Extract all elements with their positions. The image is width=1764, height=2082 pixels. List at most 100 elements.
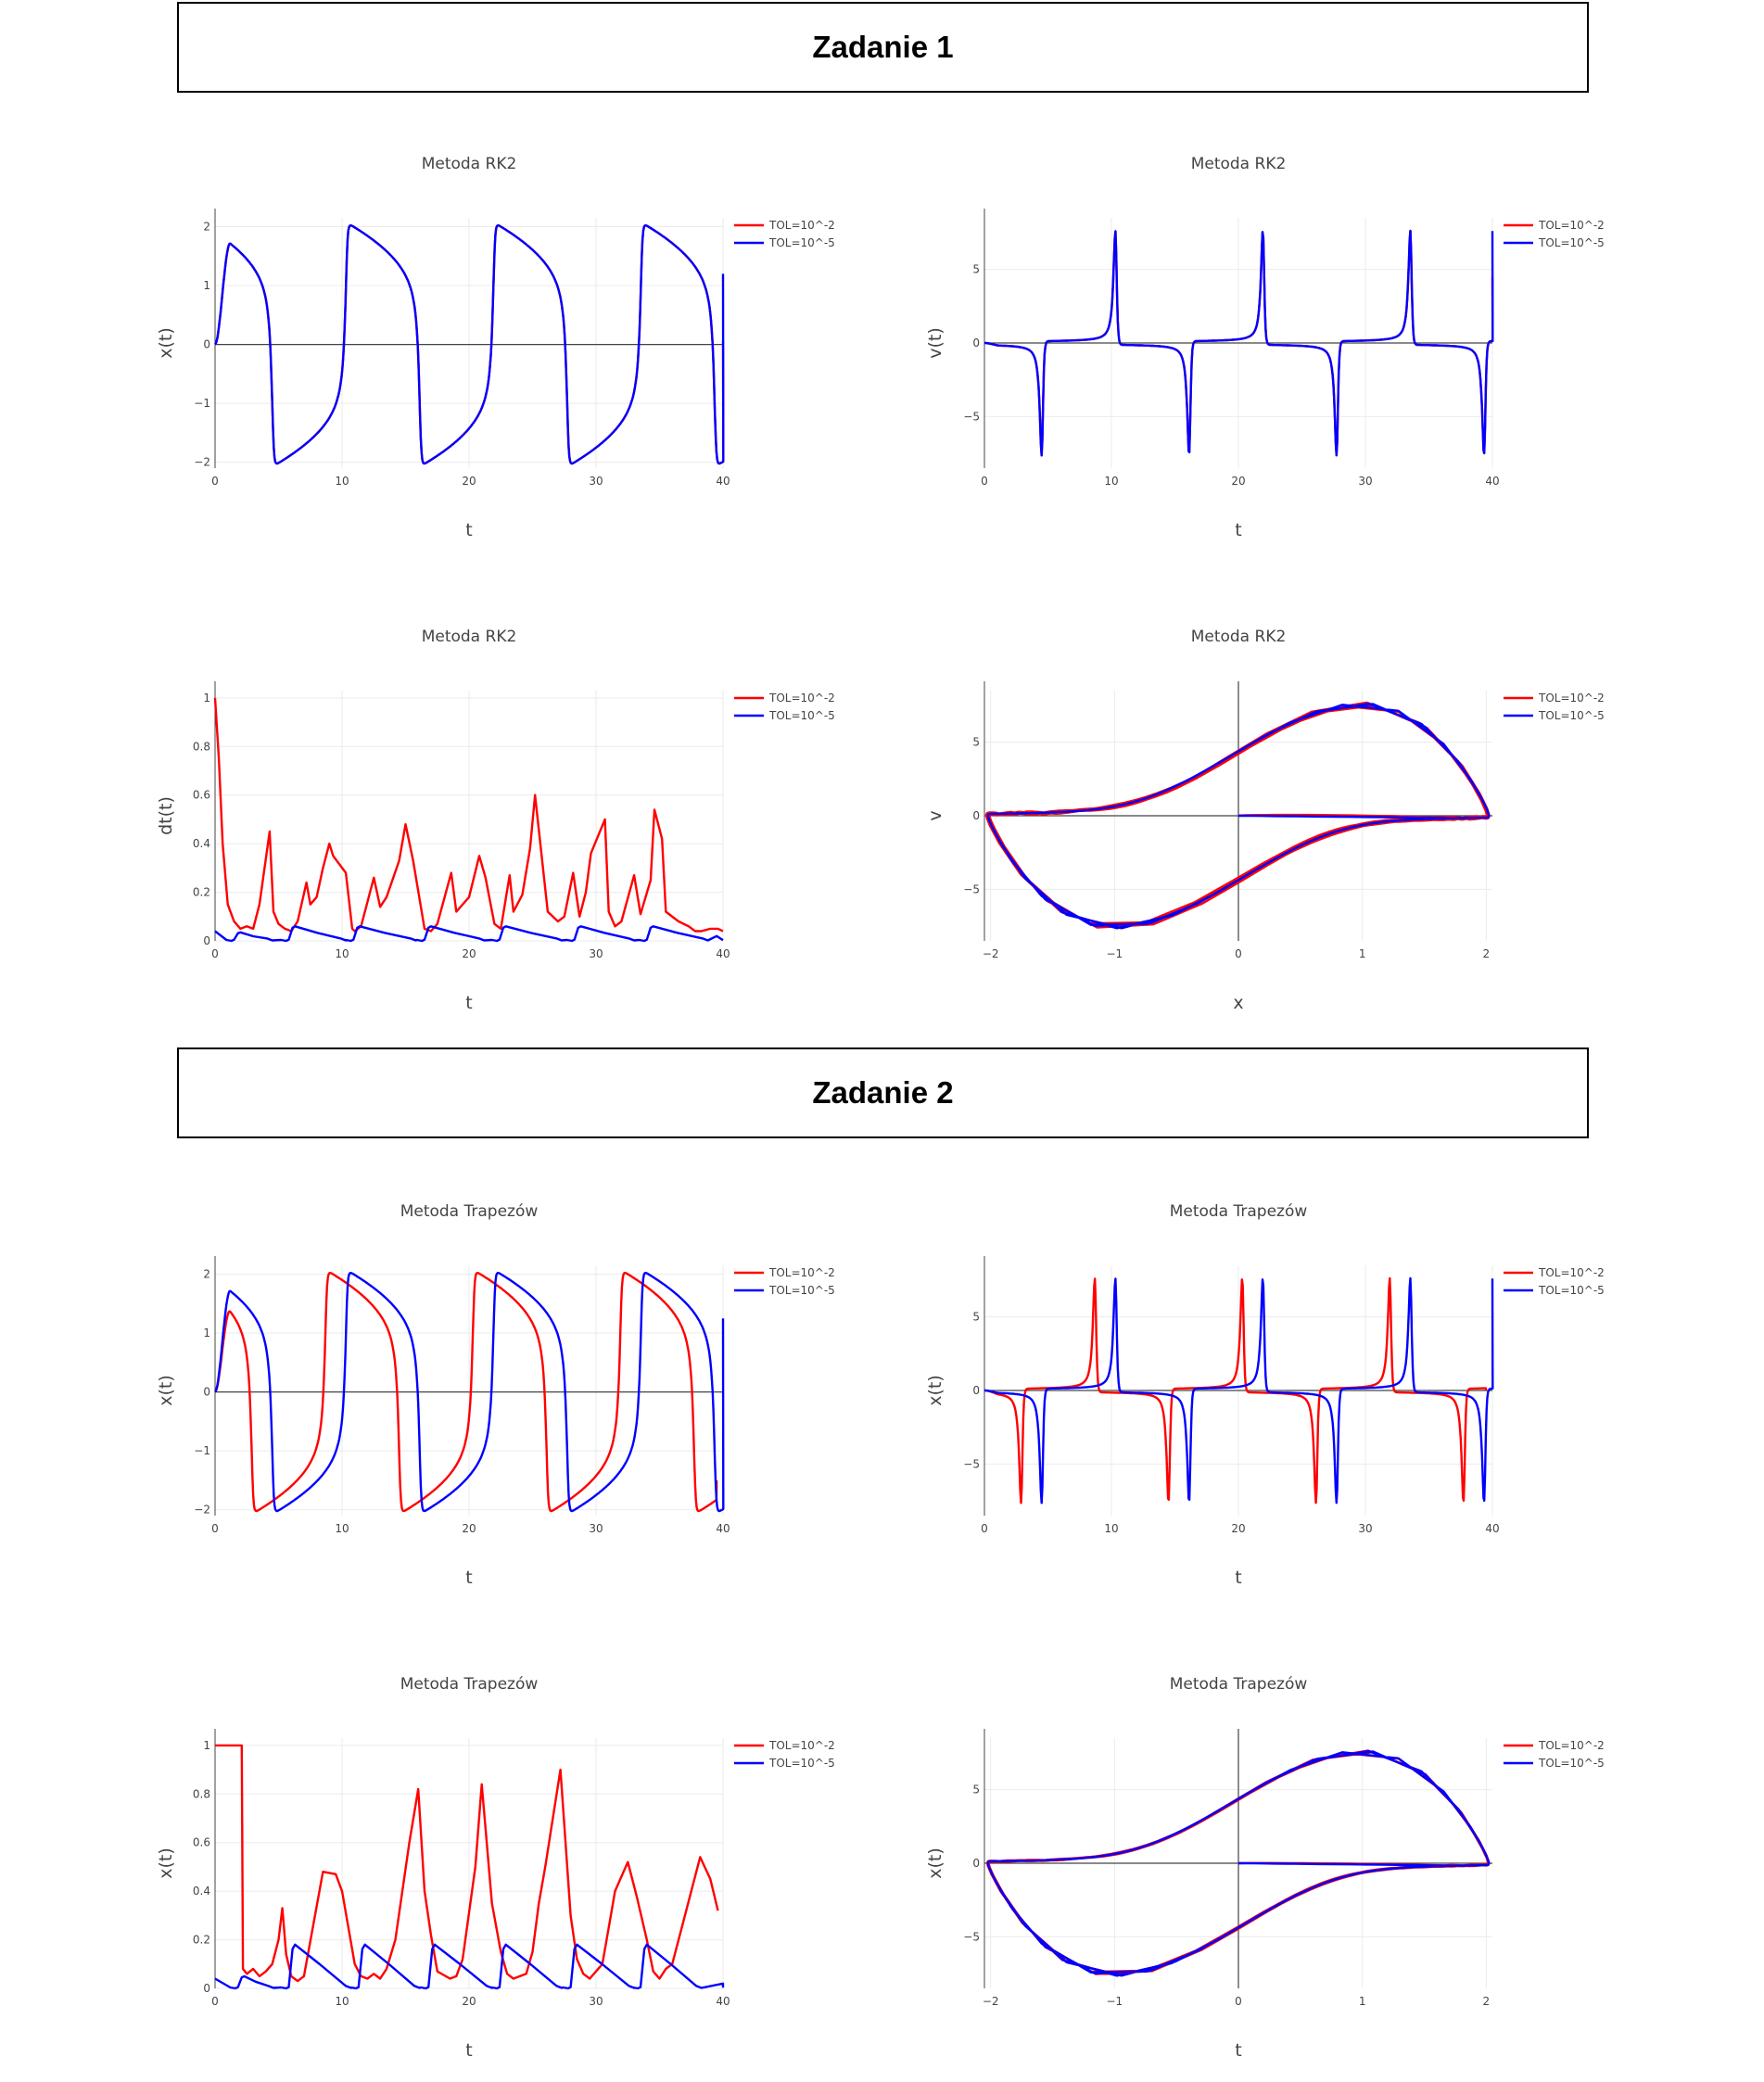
section-title-2: Zadanie 2: [812, 1075, 954, 1110]
series-line-2: [984, 229, 1494, 457]
x-axis-label: t: [465, 2040, 472, 2061]
section-banner-2: Zadanie 2: [177, 1047, 1589, 1138]
x-axis-label: t: [465, 993, 472, 1013]
legend-label: TOL=10^-2: [768, 692, 835, 705]
y-tick-label: −5: [963, 1930, 980, 1943]
x-tick-label: 10: [1104, 1522, 1118, 1535]
x-axis-label: t: [1235, 520, 1241, 540]
chart-title: Metoda Trapezów: [400, 1675, 539, 1694]
series-line-2: [986, 702, 1491, 930]
x-axis-label: x: [1233, 993, 1243, 1013]
chart-5: Metoda Trapezów 0 10 20 30 40 −2 −1 0 1 2 t x(t) TOL=…: [156, 1202, 835, 1588]
legend-label: TOL=10^-5: [768, 1757, 835, 1770]
x-tick-label: 0: [981, 475, 988, 488]
chart-title: Metoda RK2: [1191, 628, 1287, 646]
y-tick-label: −5: [963, 410, 980, 423]
series-line-1: [215, 1744, 719, 1983]
y-tick-label: 0: [972, 1384, 980, 1397]
x-tick-label: 0: [1235, 1995, 1242, 2008]
y-tick-label: −5: [963, 882, 980, 895]
y-tick-label: 1: [203, 692, 210, 705]
y-tick-label: 2: [203, 221, 210, 234]
legend-label: TOL=10^-5: [768, 236, 835, 249]
x-tick-label: 10: [335, 1995, 349, 2008]
chart-1: Metoda RK2 0 10 20 30 40 −2 −1 0 1 2 t x(t) TOL=10^-2…: [156, 155, 835, 540]
legend-label: TOL=10^-2: [768, 1266, 835, 1279]
x-tick-label: 0: [211, 1522, 219, 1535]
chart-2: Metoda RK2 0 10 20 30 40 −5 0 5 t v(t) TOL=10^-2 TOL…: [925, 155, 1605, 540]
x-axis-label: t: [1235, 2040, 1241, 2061]
y-tick-label: 0.4: [193, 837, 210, 850]
legend-label: TOL=10^-5: [1538, 1284, 1605, 1297]
x-tick-label: 0: [211, 475, 219, 488]
legend-label: TOL=10^-2: [768, 1739, 835, 1752]
y-tick-label: 2: [203, 1268, 210, 1281]
x-tick-label: −2: [983, 1995, 999, 2008]
series-line-2: [214, 224, 725, 465]
series-line-2: [214, 925, 724, 943]
x-tick-label: 30: [1358, 475, 1372, 488]
x-tick-label: 10: [335, 947, 349, 960]
y-tick-label: 0: [203, 1386, 210, 1399]
legend-label: TOL=10^-2: [1538, 1739, 1605, 1752]
legend-label: TOL=10^-5: [1538, 709, 1605, 722]
x-tick-label: −1: [1106, 947, 1123, 960]
x-tick-label: 40: [716, 1522, 730, 1535]
y-tick-label: 1: [203, 279, 210, 292]
y-axis-label: x(t): [156, 1847, 176, 1879]
x-tick-label: 20: [462, 1995, 476, 2008]
x-tick-label: 40: [1485, 475, 1499, 488]
series-line-1: [213, 697, 724, 933]
chart-title: Metoda RK2: [422, 155, 517, 173]
y-axis-label: x(t): [925, 1847, 945, 1879]
y-tick-label: 0: [203, 338, 210, 351]
y-tick-label: 0.6: [193, 789, 210, 802]
y-tick-label: 0.2: [193, 1934, 210, 1947]
y-tick-label: 0.2: [193, 886, 210, 899]
legend-label: TOL=10^-5: [768, 1284, 835, 1297]
y-tick-label: 0.8: [193, 740, 210, 753]
x-tick-label: 10: [335, 475, 349, 488]
y-tick-label: −2: [194, 456, 210, 469]
x-tick-label: 20: [462, 947, 476, 960]
y-axis-label: dt(t): [156, 796, 176, 835]
x-tick-label: −2: [983, 947, 999, 960]
x-tick-label: 20: [1231, 475, 1245, 488]
y-tick-label: 0: [972, 809, 980, 822]
x-tick-label: 40: [716, 475, 730, 488]
y-tick-label: 5: [972, 1784, 980, 1796]
x-tick-label: 40: [716, 1995, 730, 2008]
y-tick-label: 0: [203, 1982, 210, 1995]
y-tick-label: 0: [972, 336, 980, 349]
series-line-2: [214, 1943, 725, 1990]
x-tick-label: 0: [981, 1522, 988, 1535]
chart-4: Metoda RK2 −2 −1 0 1 2 −5 0 5 x v TOL=10^-2 TOL=10^-…: [925, 628, 1605, 1013]
y-tick-label: 5: [972, 263, 980, 276]
section-title-1: Zadanie 1: [812, 30, 954, 64]
x-axis-label: t: [465, 1568, 472, 1588]
y-tick-label: 1: [203, 1327, 210, 1339]
legend-label: TOL=10^-2: [1538, 692, 1605, 705]
y-axis-label: x(t): [156, 327, 176, 359]
y-tick-label: 0: [972, 1857, 980, 1870]
legend-label: TOL=10^-2: [1538, 219, 1605, 232]
series-line-2: [986, 1749, 1491, 1977]
x-axis-label: t: [465, 520, 472, 540]
section-banner-1: Zadanie 1: [177, 2, 1589, 93]
legend-label: TOL=10^-5: [768, 709, 835, 722]
series-line-2: [214, 1272, 725, 1513]
x-tick-label: 2: [1482, 1995, 1490, 2008]
y-axis-label: v(t): [925, 327, 945, 359]
y-tick-label: 5: [972, 1311, 980, 1324]
x-axis-label: t: [1235, 1568, 1241, 1588]
y-tick-label: 0.8: [193, 1787, 210, 1800]
y-tick-label: 1: [203, 1739, 210, 1752]
x-tick-label: 30: [589, 947, 603, 960]
legend-label: TOL=10^-2: [768, 219, 835, 232]
legend-label: TOL=10^-5: [1538, 1757, 1605, 1770]
y-tick-label: 0.6: [193, 1836, 210, 1849]
y-tick-label: −2: [194, 1504, 210, 1517]
chart-7: Metoda Trapezów 0 10 20 30 40 0 0.2 0.4 0.6 0.8 1 t x…: [156, 1675, 835, 2061]
x-tick-label: 20: [1231, 1522, 1245, 1535]
chart-8: Metoda Trapezów −2 −1 0 1 2 −5 0 5 t x(t) TOL=10^-2…: [925, 1675, 1605, 2061]
